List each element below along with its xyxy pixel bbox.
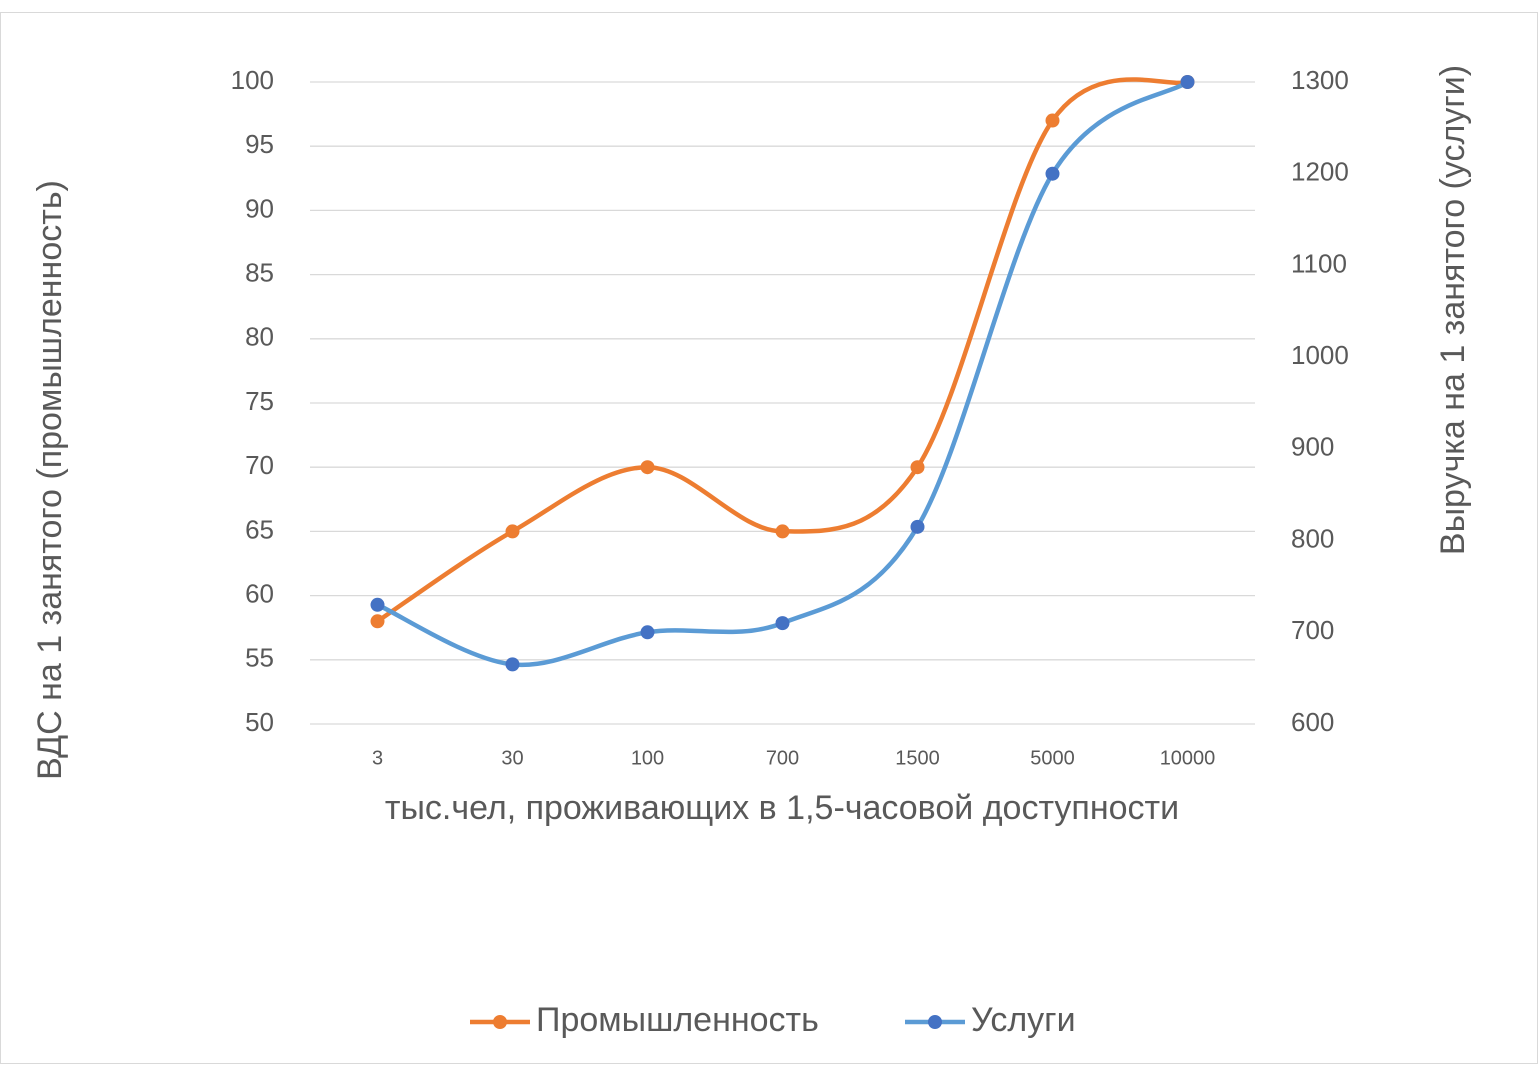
y-tick-label: 95 <box>245 129 274 159</box>
marker <box>775 616 790 631</box>
y2-tick-label: 1000 <box>1291 340 1349 370</box>
y-tick-label: 100 <box>231 65 274 95</box>
y-tick-label: 75 <box>245 386 274 416</box>
marker <box>775 524 790 539</box>
legend-label: Услуги <box>971 1001 1076 1039</box>
y2-tick-label: 700 <box>1291 615 1334 645</box>
marker <box>1045 113 1060 128</box>
x-tick-label: 1500 <box>895 747 940 769</box>
marker <box>910 519 925 534</box>
x-tick-label: 700 <box>766 747 799 769</box>
legend-marker <box>928 1015 942 1029</box>
y-tick-label: 55 <box>245 643 274 673</box>
y-tick-label: 80 <box>245 322 274 352</box>
marker <box>505 524 520 539</box>
x-axis-title: тыс.чел, проживающих в 1,5-часовой досту… <box>385 789 1179 827</box>
y-tick-label: 60 <box>245 578 274 608</box>
y2-tick-label: 1300 <box>1291 65 1349 95</box>
marker <box>640 625 655 640</box>
y2-tick-label: 800 <box>1291 523 1334 553</box>
y-tick-label: 90 <box>245 193 274 223</box>
legend-label: Промышленность <box>536 1001 819 1039</box>
y-tick-label: 85 <box>245 257 274 287</box>
marker <box>640 460 655 475</box>
marker <box>370 614 385 629</box>
y-tick-label: 50 <box>245 707 274 737</box>
y-tick-label: 65 <box>245 514 274 544</box>
y2-tick-label: 600 <box>1291 707 1334 737</box>
marker <box>1045 166 1060 181</box>
y2-tick-label: 1100 <box>1291 248 1347 278</box>
marker <box>910 460 925 475</box>
chart-border <box>0 12 1538 1064</box>
marker <box>370 597 385 612</box>
y2-tick-label: 900 <box>1291 432 1334 462</box>
y-axis-title: ВДС на 1 занятого (промышленность) <box>31 180 69 780</box>
x-tick-label: 30 <box>501 747 523 769</box>
y2-axis-title: Выручка на 1 занятого (услуги) <box>1434 65 1472 555</box>
x-tick-label: 5000 <box>1030 747 1075 769</box>
x-tick-label: 100 <box>631 747 664 769</box>
x-tick-label: 10000 <box>1160 747 1216 769</box>
marker <box>505 657 520 672</box>
legend-marker <box>493 1015 507 1029</box>
x-tick-label: 3 <box>372 747 383 769</box>
y2-tick-label: 1200 <box>1291 157 1349 187</box>
marker <box>1180 75 1195 89</box>
y-tick-label: 70 <box>245 450 274 480</box>
